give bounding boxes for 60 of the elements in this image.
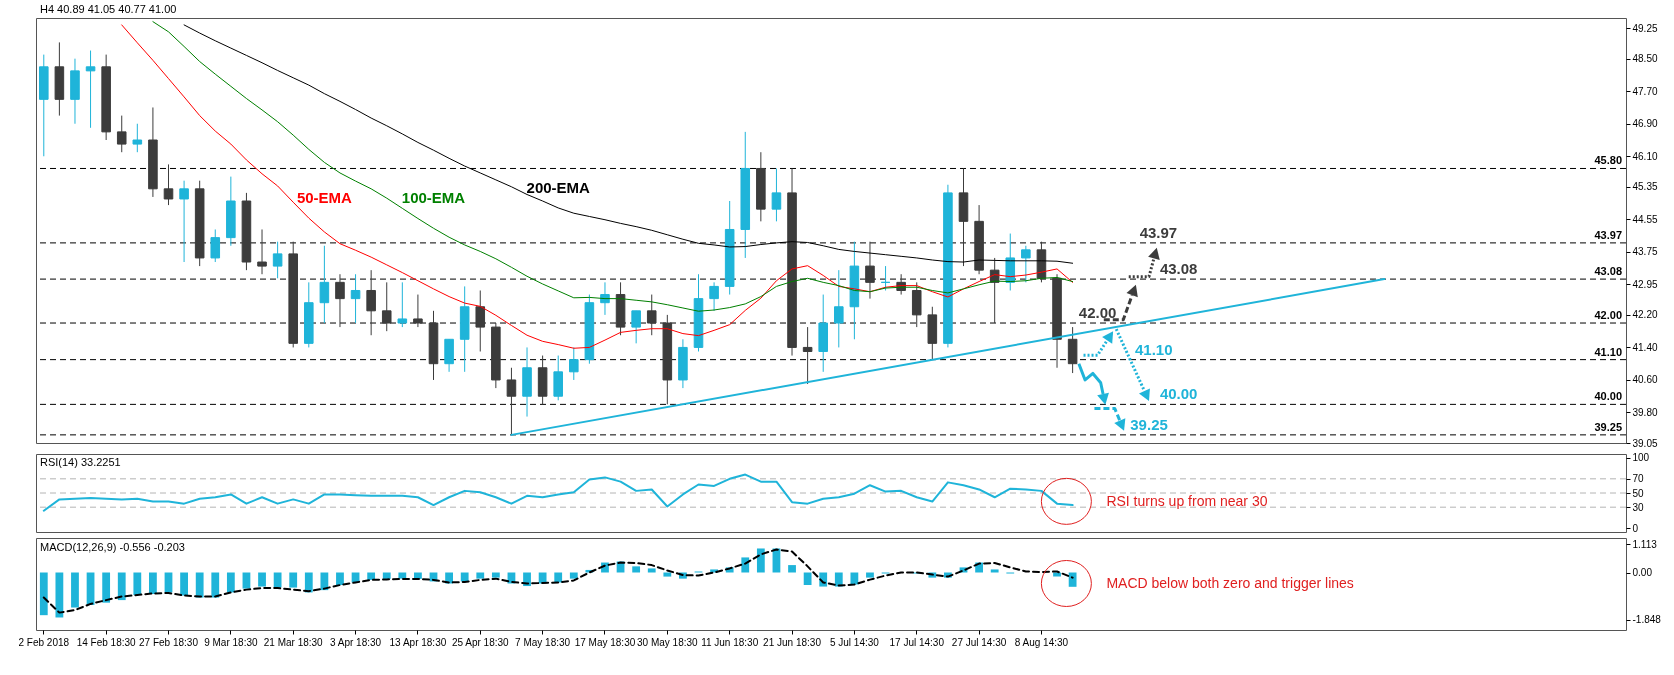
- annotation: 43.08: [1159, 260, 1198, 278]
- ref-line-label: 42.00: [1594, 309, 1622, 322]
- y-tick-label: 0.00: [1632, 567, 1653, 578]
- x-tick-label: 14 Feb 18:30: [76, 636, 137, 648]
- annotation: 41.10: [1134, 340, 1173, 358]
- y-tick-label: 40.60: [1632, 374, 1658, 386]
- annotation: MACD below both zero and trigger lines: [1106, 575, 1354, 592]
- y-tick-label: 41.40: [1632, 341, 1658, 353]
- y-tick-label: 30: [1632, 501, 1645, 513]
- y-tick-label: 39.05: [1632, 437, 1658, 449]
- y-tick-label: 42.95: [1632, 278, 1658, 290]
- x-tick-label: 17 Jul 14:30: [889, 636, 945, 648]
- x-tick-label: 11 Jun 18:30: [701, 636, 759, 648]
- ref-line-label: 43.08: [1594, 265, 1622, 278]
- y-tick-label: 46.10: [1632, 150, 1658, 162]
- y-tick-label: 42.20: [1632, 309, 1658, 321]
- x-tick-label: 13 Apr 18:30: [389, 636, 447, 648]
- x-tick-label: 27 Jul 14:30: [951, 636, 1007, 648]
- x-tick-label: 3 Apr 18:30: [329, 636, 382, 648]
- x-tick-label: 9 Mar 18:30: [204, 636, 258, 648]
- ref-line-label: 45.80: [1594, 154, 1622, 167]
- y-tick-label: 0: [1632, 522, 1639, 534]
- ref-line-label: 43.97: [1594, 228, 1622, 241]
- x-tick-label: 17 May 18:30: [574, 636, 636, 648]
- x-tick-label: 21 Mar 18:30: [263, 636, 324, 648]
- x-tick-label: 8 Aug 14:30: [1014, 636, 1069, 648]
- series-label: 200-EMA: [526, 178, 591, 196]
- ref-line-label: 40.00: [1594, 390, 1622, 403]
- x-tick-label: 2 Feb 2018: [18, 636, 70, 648]
- y-tick-label: 46.90: [1632, 118, 1658, 130]
- chart-title: RSI(14) 33.2251: [40, 455, 121, 468]
- x-tick-label: 27 Feb 18:30: [139, 636, 199, 648]
- y-tick-label: 1.113: [1632, 538, 1658, 550]
- x-tick-label: 25 Apr 18:30: [451, 636, 510, 648]
- annotation: RSI turns up from near 30: [1106, 493, 1268, 510]
- annotation: 43.97: [1139, 223, 1178, 241]
- y-tick-label: -1.848: [1632, 614, 1662, 626]
- annotation: 40.00: [1159, 385, 1198, 403]
- chart-title: H4 40.89 41.05 40.77 41.00: [40, 3, 177, 15]
- y-tick-label: 47.70: [1632, 85, 1658, 97]
- y-tick-label: 70: [1632, 473, 1645, 485]
- y-tick-label: 43.75: [1632, 246, 1658, 258]
- x-tick-label: 21 Jun 18:30: [763, 636, 822, 648]
- y-tick-label: 50: [1632, 487, 1645, 499]
- x-tick-label: 7 May 18:30: [515, 636, 571, 648]
- annotation: 39.25: [1130, 415, 1168, 433]
- series-label: 100-EMA: [401, 189, 466, 207]
- x-tick-label: 30 May 18:30: [637, 636, 699, 648]
- y-tick-label: 44.55: [1632, 213, 1658, 225]
- series-label: 50-EMA: [296, 188, 353, 206]
- y-tick-label: 39.80: [1632, 407, 1658, 418]
- annotation: 42.00: [1078, 304, 1117, 322]
- x-tick-label: 5 Jul 14:30: [829, 636, 880, 648]
- ref-line-label: 39.25: [1594, 420, 1622, 433]
- ref-line-label: 41.10: [1594, 345, 1622, 358]
- chart-title: MACD(12,26,9) -0.556 -0.203: [40, 541, 185, 553]
- y-tick-label: 48.50: [1632, 53, 1658, 65]
- y-tick-label: 100: [1632, 452, 1650, 464]
- y-tick-label: 49.25: [1632, 22, 1658, 34]
- y-tick-label: 45.35: [1632, 181, 1658, 193]
